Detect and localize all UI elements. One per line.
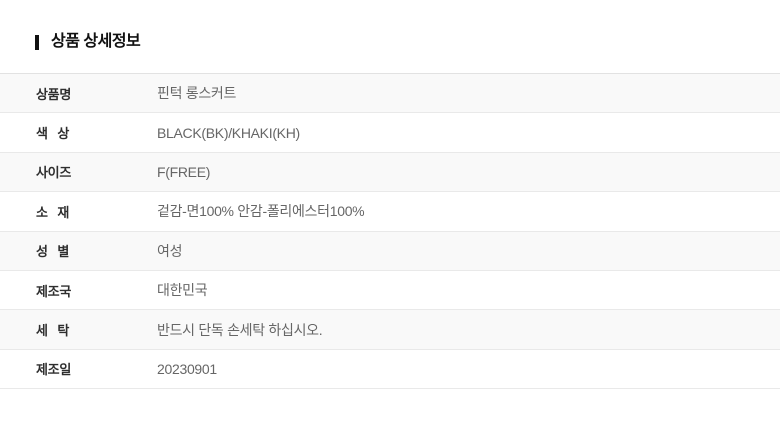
spec-row: 제조국 대한민국 xyxy=(0,270,780,311)
spec-label: 세 탁 xyxy=(36,323,69,339)
spec-label: 색 상 xyxy=(36,126,69,142)
spec-label: 제조국 xyxy=(36,283,71,299)
spec-value: 대한민국 xyxy=(157,282,208,299)
section-title: 상품 상세정보 xyxy=(51,33,141,50)
spec-row: 상품명 핀턱 롱스커트 xyxy=(0,74,780,114)
spec-value: 여성 xyxy=(157,242,183,259)
spec-value: 겉감-면100% 안감-폴리에스터100% xyxy=(157,203,365,220)
spec-row: 제조일 20230901 xyxy=(0,349,780,390)
title-accent-bar-icon xyxy=(35,34,39,50)
spec-value: 핀턱 롱스커트 xyxy=(157,85,237,102)
spec-row: 성 별 여성 xyxy=(0,231,780,271)
spec-row: 사이즈 F(FREE) xyxy=(0,152,780,193)
spec-label: 소 재 xyxy=(36,204,69,220)
section-header: 상품 상세정보 xyxy=(35,33,141,50)
spec-table: 상품명 핀턱 롱스커트 색 상 BLACK(BK)/KHAKI(KH) 사이즈 … xyxy=(0,73,780,390)
spec-label: 사이즈 xyxy=(36,165,71,181)
spec-row: 세 탁 반드시 단독 손세탁 하십시오. xyxy=(0,310,780,350)
spec-value: 20230901 xyxy=(157,360,217,377)
spec-value: 반드시 단독 손세탁 하십시오. xyxy=(157,321,323,338)
spec-label: 상품명 xyxy=(36,86,71,102)
spec-label: 제조일 xyxy=(36,362,71,378)
spec-row: 색 상 BLACK(BK)/KHAKI(KH) xyxy=(0,113,780,153)
spec-row: 소 재 겉감-면100% 안감-폴리에스터100% xyxy=(0,192,780,232)
spec-value: F(FREE) xyxy=(157,163,211,180)
spec-value: BLACK(BK)/KHAKI(KH) xyxy=(157,124,300,141)
spec-label: 성 별 xyxy=(36,244,69,260)
